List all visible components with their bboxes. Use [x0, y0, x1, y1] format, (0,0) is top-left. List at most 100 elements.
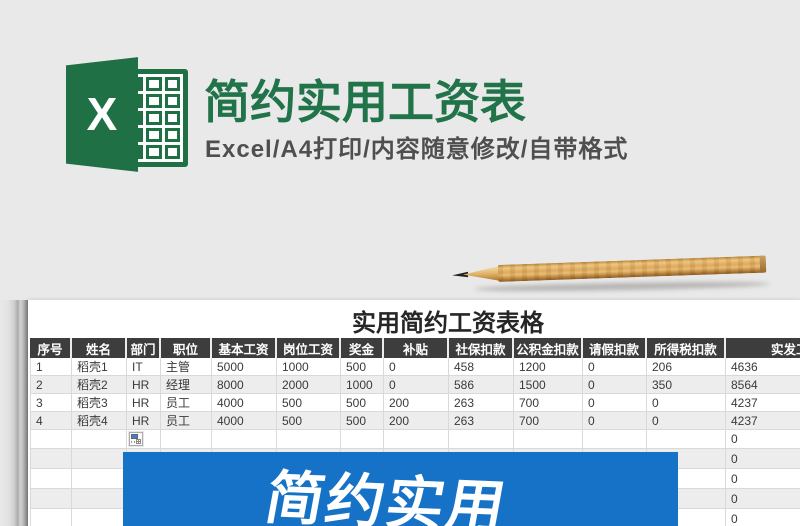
autofill-icon-blue-block: [131, 434, 138, 439]
table-cell: 员工: [161, 412, 212, 430]
table-cell: 1000: [277, 358, 341, 376]
worksheet-title: 实用简约工资表格: [352, 310, 544, 337]
column-header: 职位: [161, 338, 212, 358]
table-cell: [647, 430, 726, 449]
table-cell: 0: [583, 376, 647, 394]
column-header: 岗位工资: [277, 338, 341, 358]
column-header: 序号: [30, 338, 72, 358]
table-cell: HR: [127, 412, 161, 430]
table-cell: 4000: [212, 412, 277, 430]
excel-logo-x-panel: X: [66, 57, 138, 172]
table-cell: 263: [449, 394, 514, 412]
table-cell: 206: [647, 358, 726, 376]
table-cell: [72, 489, 127, 509]
table-cell: 1200: [514, 358, 583, 376]
table-cell: 0: [726, 469, 800, 489]
table-cell: [277, 430, 341, 449]
pencil-sharpened-cone: [463, 266, 501, 282]
column-header: 奖金: [341, 338, 384, 358]
table-cell: [72, 509, 127, 526]
table-cell: 700: [514, 412, 583, 430]
autofill-icon-plus-grid: [136, 439, 141, 444]
table-cell: 4237: [726, 394, 800, 412]
table-cell: 0: [583, 394, 647, 412]
table-row: 2 稻壳2 HR 经理 8000 2000 1000 0 586 1500 0 350 8564: [30, 376, 800, 394]
page-title: 简约实用工资表: [204, 76, 526, 128]
table-cell: 稻壳3: [72, 394, 127, 412]
table-cell: 700: [514, 394, 583, 412]
table-cell: 200: [384, 394, 449, 412]
table-header-row: 序号 姓名 部门 职位 基本工资 岗位工资 奖金 补贴 社保扣款 公积金扣款 请假扣款 所得税扣款 实发…: [30, 338, 800, 358]
table-cell: 350: [647, 376, 726, 394]
table-body: 1 稻壳1 IT 主管 5000 1000 500 0 458 1200 0 206 4636 2 稻壳2 H…: [30, 358, 800, 526]
table-cell: 稻壳2: [72, 376, 127, 394]
table-cell: 500: [341, 394, 384, 412]
table-cell: [30, 469, 72, 489]
column-header: 部门: [127, 338, 161, 358]
table-cell: 4636: [726, 358, 800, 376]
table-cell: 2: [30, 376, 72, 394]
promo-banner-text: 简约实用: [261, 465, 513, 526]
excel-logo-letter: X: [86, 87, 118, 140]
pencil-body: [497, 255, 767, 282]
table-cell: 586: [449, 376, 514, 394]
table-cell: [72, 430, 127, 449]
column-header: 请假扣款: [583, 338, 647, 358]
pencil-graphic: [450, 252, 772, 296]
table-row: 3 稻壳3 HR 员工 4000 500 500 200 263 700 0 0 4237: [30, 394, 800, 412]
table-cell: [449, 430, 514, 449]
autofill-icon-dots: [131, 441, 138, 443]
table-cell: 0: [384, 376, 449, 394]
table-cell: 500: [341, 358, 384, 376]
table-cell: 8000: [212, 376, 277, 394]
table-cell: [72, 469, 127, 489]
table-cell: 0: [726, 509, 800, 526]
table-cell: 3: [30, 394, 72, 412]
table-cell: [72, 449, 127, 469]
table-cell: 200: [384, 412, 449, 430]
table-cell: 0: [583, 358, 647, 376]
table-row: 1 稻壳1 IT 主管 5000 1000 500 0 458 1200 0 206 4636: [30, 358, 800, 376]
table-cell: 2000: [277, 376, 341, 394]
table-cell: 500: [341, 412, 384, 430]
table-cell: [161, 430, 212, 449]
table-cell: 5000: [212, 358, 277, 376]
table-cell: 458: [449, 358, 514, 376]
column-header: 公积金扣款: [514, 338, 583, 358]
column-header: 姓名: [72, 338, 127, 358]
table-row: 4 稻壳4 HR 员工 4000 500 500 200 263 700 0 0 4237: [30, 412, 800, 430]
table-cell: 500: [277, 412, 341, 430]
table-cell: [514, 430, 583, 449]
table-cell: [30, 449, 72, 469]
table-cell: [212, 430, 277, 449]
page-curl-edge: [0, 300, 28, 526]
table-cell: [583, 430, 647, 449]
autofill-options-icon[interactable]: [129, 432, 143, 446]
table-cell: 4: [30, 412, 72, 430]
table-cell: 0: [726, 489, 800, 509]
table-cell: 8564: [726, 376, 800, 394]
column-header: 基本工资: [212, 338, 277, 358]
table-cell: [127, 430, 161, 449]
table-cell: [384, 430, 449, 449]
table-cell: [30, 430, 72, 449]
table-cell: 0: [647, 394, 726, 412]
table-cell: HR: [127, 394, 161, 412]
table-row: 0: [30, 430, 800, 449]
table-cell: 500: [277, 394, 341, 412]
table-cell: 1000: [341, 376, 384, 394]
table-cell: 员工: [161, 394, 212, 412]
table-cell: HR: [127, 376, 161, 394]
table-cell: 1500: [514, 376, 583, 394]
table-cell: 0: [384, 358, 449, 376]
table-cell: 4237: [726, 412, 800, 430]
table-cell: 0: [583, 412, 647, 430]
table-cell: [30, 489, 72, 509]
column-header: 社保扣款: [449, 338, 514, 358]
table-cell: 263: [449, 412, 514, 430]
table-cell: 经理: [161, 376, 212, 394]
table-cell: [30, 509, 72, 526]
excel-logo-icon: X: [66, 56, 190, 173]
promo-banner: 简约实用: [123, 452, 678, 526]
table-cell: 0: [726, 449, 800, 469]
